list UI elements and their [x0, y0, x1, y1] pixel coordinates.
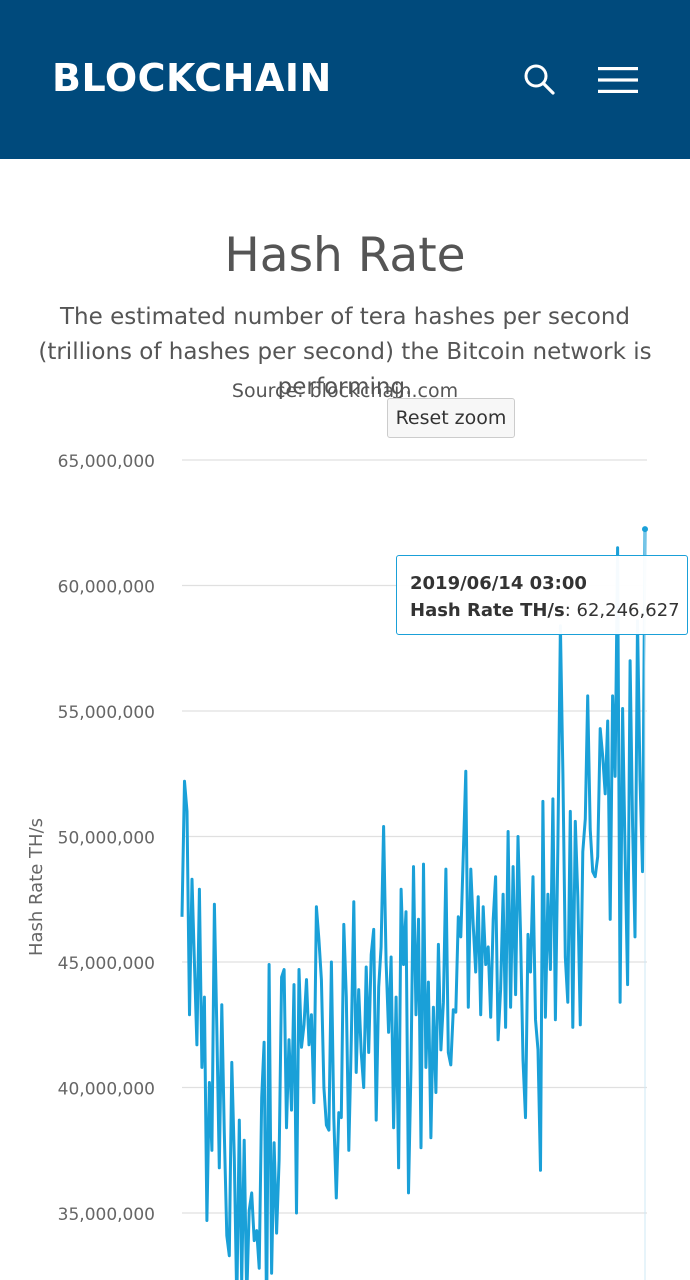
series-line-hash-rate	[180, 529, 647, 1280]
tooltip-value: 62,246,627	[576, 600, 680, 621]
hover-point	[642, 526, 648, 533]
site-header: BLOCKCHAIN	[0, 0, 690, 159]
tooltip-series-label: Hash Rate TH/s	[410, 600, 565, 621]
y-tick-label: 60,000,000	[58, 578, 155, 598]
hamburger-menu-icon[interactable]	[598, 66, 638, 94]
tooltip-date: 2019/06/14 03:00	[410, 573, 587, 594]
hash-rate-chart[interactable]: 35,000,000 40,000,000 45,000,000 50,000,000…	[0, 440, 690, 1280]
series-layer	[180, 529, 647, 1280]
chart-title: Hash Rate	[224, 228, 466, 283]
y-axis-ticks: 35,000,000 40,000,000 45,000,000 50,000,000…	[58, 452, 155, 1225]
y-tick-label: 40,000,000	[58, 1080, 155, 1100]
y-tick-label: 50,000,000	[58, 829, 155, 849]
y-tick-label: 65,000,000	[58, 452, 155, 472]
chart-subtitle: The estimated number of tera hashes per …	[38, 304, 652, 400]
search-icon[interactable]	[522, 62, 556, 96]
brand-logo[interactable]: BLOCKCHAIN	[52, 56, 332, 100]
reset-zoom-button[interactable]: Reset zoom	[387, 398, 515, 438]
y-axis-label: Hash Rate TH/s	[26, 818, 47, 956]
y-tick-label: 35,000,000	[58, 1205, 155, 1225]
hover-marker	[642, 526, 648, 1280]
chart-tooltip: 2019/06/14 03:00 Hash Rate TH/s: 62,246,…	[396, 555, 688, 635]
y-tick-label: 55,000,000	[58, 703, 155, 723]
chart-source: Source: blockchain.com	[231, 380, 459, 402]
y-tick-label: 45,000,000	[58, 954, 155, 974]
